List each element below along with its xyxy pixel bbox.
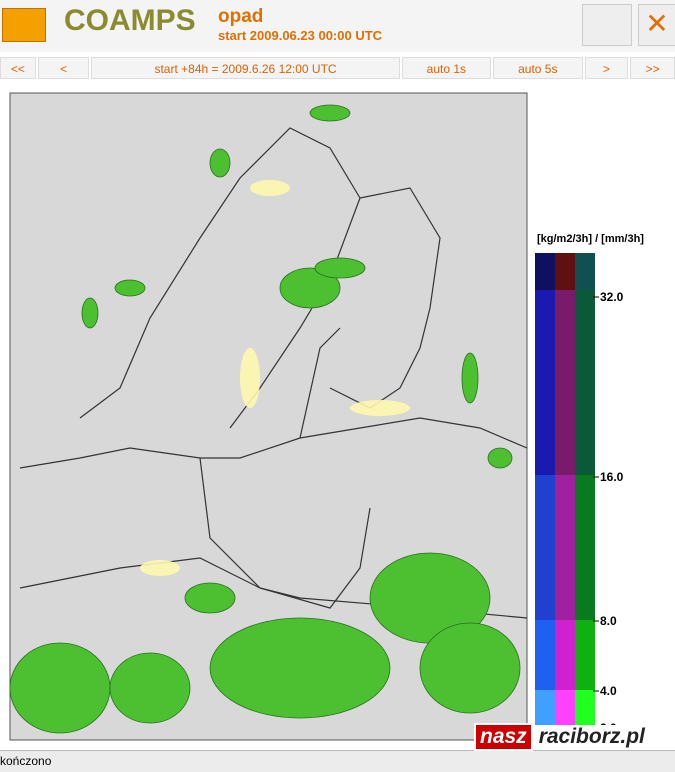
legend-swatch: [555, 690, 575, 735]
light-precip: [140, 180, 410, 576]
header: COAMPS opad start 2009.06.23 00:00 UTC ✕: [0, 0, 675, 52]
watermark-left: nasz: [474, 723, 533, 751]
nav-button[interactable]: <<: [0, 57, 36, 79]
field-name: opad: [218, 6, 264, 27]
legend-swatch: [535, 690, 555, 735]
legend-swatch: [555, 290, 575, 475]
legend-swatch: [575, 475, 595, 620]
legend-swatch: [575, 620, 595, 690]
legend-swatch: [555, 620, 575, 690]
legend-level: 16.0: [600, 470, 624, 484]
start-time: start 2009.06.23 00:00 UTC: [218, 28, 383, 43]
nav-button[interactable]: auto 1s: [401, 57, 492, 79]
legend-swatch: [575, 690, 595, 735]
status-text: kończono: [0, 754, 52, 768]
legend-level: 32.0: [600, 290, 624, 304]
legend-swatch: [535, 290, 555, 475]
legend-swatch: [555, 475, 575, 620]
nav-button[interactable]: >>: [630, 57, 675, 79]
legend: [kg/m2/3h] / [mm/3h]32.016.08.04.02.0: [535, 233, 644, 735]
nav-button[interactable]: auto 5s: [493, 57, 583, 79]
legend-level: 4.0: [600, 684, 617, 698]
legend-swatch: [535, 620, 555, 690]
legend-swatch: [535, 475, 555, 620]
legend-swatch: [555, 253, 575, 290]
legend-unit: [kg/m2/3h] / [mm/3h]: [537, 233, 644, 245]
app-name: COAMPS: [64, 4, 196, 37]
status-bar: kończono: [0, 750, 675, 772]
legend-level: 8.0: [600, 614, 617, 628]
logo[interactable]: [2, 8, 46, 42]
close-button[interactable]: ✕: [638, 4, 675, 46]
legend-swatch: [535, 253, 555, 290]
book-icon[interactable]: [582, 4, 632, 46]
legend-swatch: [575, 253, 595, 290]
nav-bar: << < start +84h = 2009.6.26 12:00 UTC auto …: [0, 57, 675, 79]
map-panel: [kg/m2/3h] / [mm/3h]32.016.08.04.02.0: [9, 92, 644, 741]
nav-button[interactable]: <: [37, 57, 90, 79]
nav-button[interactable]: >: [584, 57, 629, 79]
watermark-right: raciborz.pl: [532, 725, 651, 749]
watermark: nasz raciborz.pl: [474, 722, 651, 752]
precip-areas: [9, 104, 521, 734]
nav-button[interactable]: start +84h = 2009.6.26 12:00 UTC: [91, 57, 400, 79]
legend-swatch: [575, 290, 595, 475]
